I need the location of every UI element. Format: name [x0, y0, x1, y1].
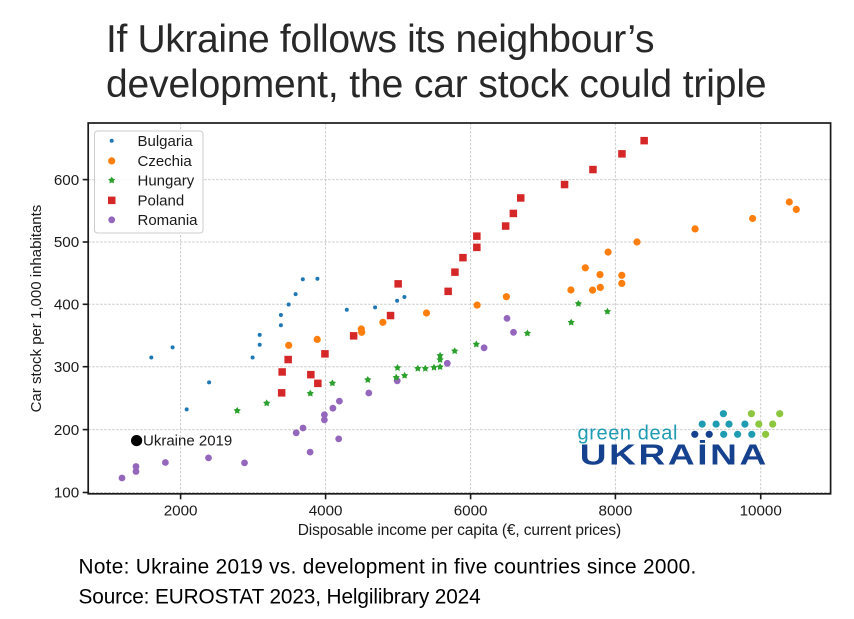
svg-text:600: 600 [54, 172, 79, 189]
svg-text:8000: 8000 [599, 503, 633, 520]
svg-text:Romania: Romania [138, 212, 199, 229]
svg-text:2000: 2000 [164, 503, 198, 520]
svg-text:If Ukraine follows its neighbo: If Ukraine follows its neighbour’s [106, 18, 654, 61]
svg-text:400: 400 [54, 297, 79, 314]
svg-text:100: 100 [54, 485, 79, 502]
svg-text:Bulgaria: Bulgaria [138, 133, 194, 150]
svg-text:Source: EUROSTAT 2023, Helgili: Source: EUROSTAT 2023, Helgilibrary 2024 [79, 586, 481, 609]
svg-text:Poland: Poland [138, 193, 185, 210]
svg-text:200: 200 [54, 422, 79, 439]
svg-text:500: 500 [54, 234, 79, 251]
svg-text:Czechia: Czechia [138, 153, 193, 170]
svg-text:Car stock per 1,000 inhabitant: Car stock per 1,000 inhabitants [28, 205, 45, 413]
svg-text:300: 300 [54, 359, 79, 376]
svg-text:development, the car stock cou: development, the car stock could triple [106, 63, 766, 106]
svg-text:green deal: green deal [578, 423, 679, 445]
svg-text:6000: 6000 [454, 503, 488, 520]
svg-text:4000: 4000 [309, 503, 343, 520]
svg-text:Hungary: Hungary [138, 173, 195, 190]
svg-text:10000: 10000 [740, 503, 782, 520]
svg-text:UKRAİNA: UKRAİNA [580, 440, 769, 472]
svg-text:Ukraine 2019: Ukraine 2019 [143, 433, 232, 450]
svg-text:Disposable income per capita (: Disposable income per capita (€, current… [298, 522, 621, 539]
svg-text:Note: Ukraine 2019 vs. develop: Note: Ukraine 2019 vs. development in fi… [79, 555, 697, 578]
